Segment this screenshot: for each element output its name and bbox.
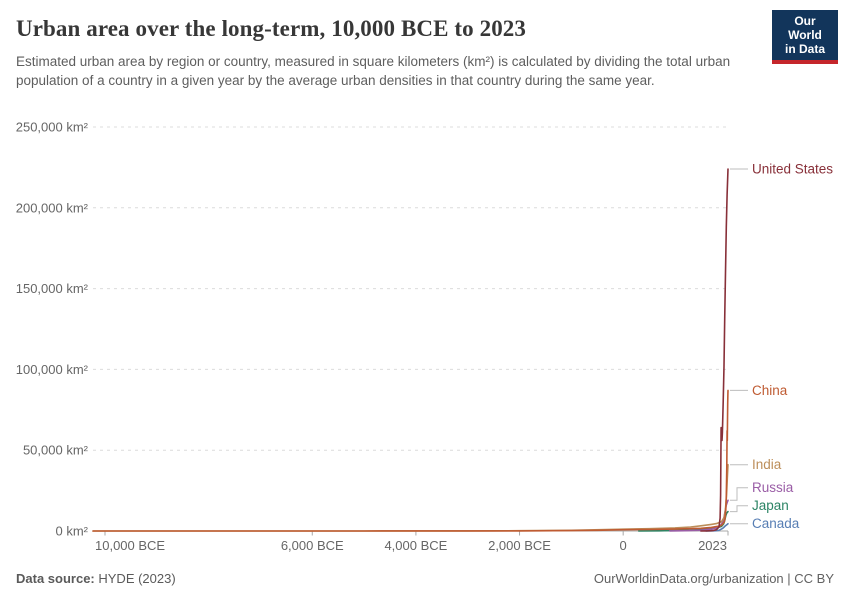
y-axis-tick-label: 50,000 km² [23,443,89,458]
data-source: Data source: HYDE (2023) [16,571,176,586]
chart-subtitle: Estimated urban area by region or countr… [16,54,731,89]
logo-red-bar [772,60,838,65]
x-axis-tick-label: 10,000 BCE [95,538,165,553]
x-axis-tick-label: 0 [620,538,627,553]
y-axis-tick-label: 200,000 km² [16,200,89,215]
x-axis-tick-label: 6,000 BCE [281,538,344,553]
y-axis-tick-label: 250,000 km² [16,120,89,135]
owid-logo: Our World in Data [772,10,838,65]
y-axis-tick-label: 150,000 km² [16,281,89,296]
series-label-connector [730,505,748,513]
page-title: Urban area over the long-term, 10,000 BC… [16,16,526,41]
series-label-japan: Japan [752,498,789,513]
data-source-value: HYDE (2023) [98,571,176,586]
series-line-united-states [700,168,729,532]
x-axis-tick-label: 4,000 BCE [384,538,447,553]
y-axis-tick-label: 0 km² [56,524,89,539]
y-axis-tick-label: 100,000 km² [16,362,89,377]
series-label-united-states: United States [752,162,833,177]
series-label-connector [730,487,748,501]
series-line-india [92,463,729,532]
logo-line-2: in Data [784,41,825,56]
x-axis-tick-label: 2023 [698,538,727,553]
logo-line-1: Our World [788,14,822,42]
data-source-label: Data source: [16,571,95,586]
series-label-china: China [752,383,788,398]
series-label-canada: Canada [752,516,800,531]
x-axis-tick-label: 2,000 BCE [488,538,551,553]
footer-link[interactable]: OurWorldinData.org/urbanization | CC BY [593,571,834,586]
chart-footer: Data source: HYDE (2023) OurWorldinData.… [16,571,834,586]
series-line-china [92,389,729,532]
series-label-russia: Russia [752,480,794,495]
series-label-india: India [752,457,782,472]
line-chart: 0 km² 50,000 km² 100,000 km² 150,000 km² 200… [16,120,834,554]
